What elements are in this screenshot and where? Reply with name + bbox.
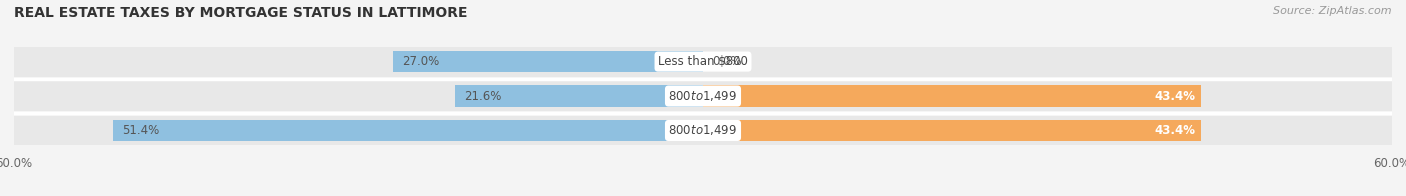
Bar [14,115,1392,145]
Bar [703,120,1201,141]
Text: Less than $800: Less than $800 [658,55,748,68]
Text: REAL ESTATE TAXES BY MORTGAGE STATUS IN LATTIMORE: REAL ESTATE TAXES BY MORTGAGE STATUS IN … [14,6,468,20]
Text: 27.0%: 27.0% [402,55,440,68]
Bar [456,85,703,107]
Text: 43.4%: 43.4% [1154,90,1195,103]
Text: $800 to $1,499: $800 to $1,499 [668,89,738,103]
Text: 51.4%: 51.4% [122,124,159,137]
Bar [703,85,1201,107]
Text: 0.0%: 0.0% [713,55,742,68]
Bar [14,81,1392,111]
Text: 43.4%: 43.4% [1154,124,1195,137]
Text: $800 to $1,499: $800 to $1,499 [668,123,738,137]
Text: 21.6%: 21.6% [464,90,502,103]
Bar [392,51,703,72]
Bar [112,120,703,141]
Bar [14,47,1392,77]
Text: Source: ZipAtlas.com: Source: ZipAtlas.com [1274,6,1392,16]
